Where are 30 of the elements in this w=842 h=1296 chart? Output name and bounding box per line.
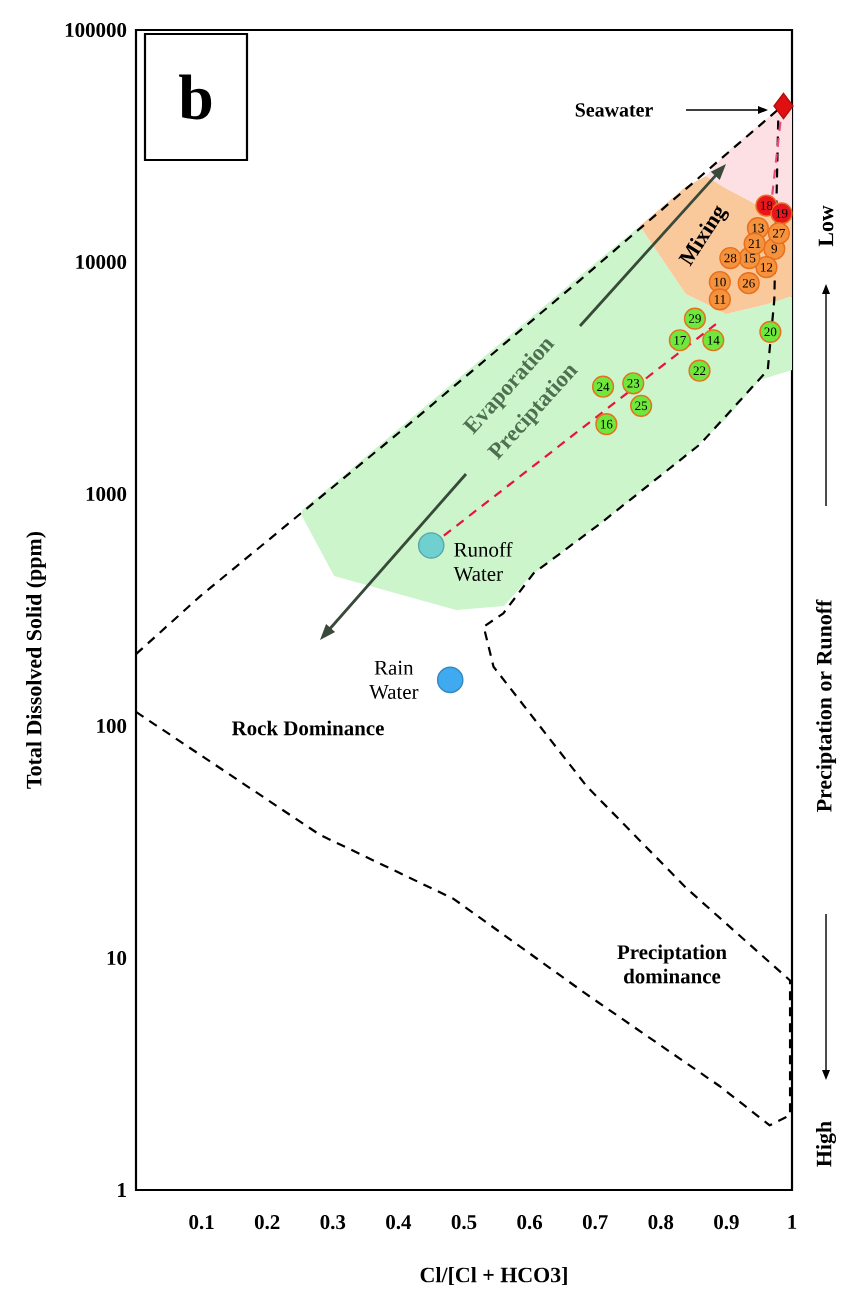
- x-tick-label: 0.7: [582, 1215, 608, 1230]
- y-axis-title: Total Dissolved Solid (ppm): [26, 531, 46, 789]
- y2-axis-title: Preciptation or Runoff: [815, 599, 837, 812]
- annotation: Rock Dominance: [231, 720, 384, 736]
- annotation: b: [179, 74, 212, 120]
- text: Low: [818, 205, 834, 247]
- y-tick-label: 1000: [86, 486, 127, 502]
- text: High: [816, 1121, 837, 1167]
- x-tick-label: 0.5: [451, 1215, 477, 1230]
- y-tick-label: 100000: [65, 22, 127, 38]
- annotation: Runoff Water: [453, 541, 513, 582]
- annotation: Seawater: [575, 103, 653, 117]
- x-tick-label: 0.1: [189, 1215, 214, 1230]
- x-tick-label: 0.3: [320, 1215, 346, 1230]
- x-tick-label: 0.8: [648, 1215, 674, 1230]
- x-axis-title: Cl/[Cl + HCO3]: [420, 1266, 567, 1286]
- x-tick-label: 1: [788, 1215, 797, 1229]
- point: [436, 666, 464, 694]
- x-tick-label: 0.6: [517, 1215, 543, 1230]
- x-tick-label: 0.4: [386, 1215, 412, 1230]
- annotation: Preciptation dominance: [617, 944, 727, 984]
- x-tick-label: 0.9: [714, 1215, 739, 1230]
- y-tick-label: 10000: [76, 254, 127, 270]
- y-tick-label: 1: [118, 1183, 126, 1197]
- annotation: Rain Water: [369, 660, 419, 700]
- point: [773, 92, 794, 120]
- x-tick-label: 0.2: [254, 1215, 280, 1230]
- y-tick-label: 100: [97, 718, 127, 734]
- y-tick-label: 10: [107, 950, 127, 966]
- point: [417, 532, 445, 559]
